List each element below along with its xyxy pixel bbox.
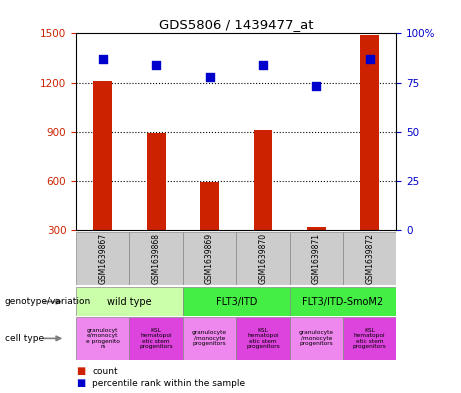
Text: GSM1639869: GSM1639869 <box>205 233 214 284</box>
Text: KSL
hematopoi
etic stem
progenitors: KSL hematopoi etic stem progenitors <box>353 328 387 349</box>
Bar <box>361 35 379 230</box>
Bar <box>254 130 272 230</box>
Text: GSM1639871: GSM1639871 <box>312 233 321 284</box>
Bar <box>290 287 396 316</box>
Point <box>206 73 213 80</box>
Text: genotype/variation: genotype/variation <box>5 297 91 306</box>
Text: count: count <box>92 367 118 376</box>
Bar <box>200 182 219 230</box>
Bar <box>290 317 343 360</box>
Bar <box>236 232 290 285</box>
Text: GSM1639868: GSM1639868 <box>152 233 161 284</box>
Bar <box>94 81 112 230</box>
Bar <box>147 133 165 230</box>
Point <box>99 56 106 62</box>
Text: granulocyt
e/monocyt
e progenito
rs: granulocyt e/monocyt e progenito rs <box>86 328 120 349</box>
Bar <box>290 232 343 285</box>
Bar <box>183 232 236 285</box>
Text: ■: ■ <box>76 366 85 376</box>
Title: GDS5806 / 1439477_at: GDS5806 / 1439477_at <box>159 18 313 31</box>
Point <box>366 56 373 62</box>
Text: FLT3/ITD: FLT3/ITD <box>216 297 257 307</box>
Text: FLT3/ITD-SmoM2: FLT3/ITD-SmoM2 <box>302 297 384 307</box>
Bar <box>183 317 236 360</box>
Bar <box>76 232 130 285</box>
Bar <box>343 317 396 360</box>
Bar <box>236 317 290 360</box>
Text: ■: ■ <box>76 378 85 388</box>
Bar <box>343 232 396 285</box>
Text: GSM1639872: GSM1639872 <box>365 233 374 284</box>
Text: granulocyte
/monocyte
progenitors: granulocyte /monocyte progenitors <box>192 331 227 346</box>
Bar <box>130 317 183 360</box>
Point <box>313 83 320 90</box>
Point <box>259 62 266 68</box>
Point <box>153 62 160 68</box>
Text: percentile rank within the sample: percentile rank within the sample <box>92 379 245 387</box>
Bar <box>76 287 183 316</box>
Text: GSM1639867: GSM1639867 <box>98 233 107 284</box>
Bar <box>183 287 290 316</box>
Bar <box>307 228 326 230</box>
Text: KSL
hematopoi
etic stem
progenitors: KSL hematopoi etic stem progenitors <box>246 328 280 349</box>
Text: KSL
hematopoi
etic stem
progenitors: KSL hematopoi etic stem progenitors <box>139 328 173 349</box>
Bar <box>76 317 130 360</box>
Text: granulocyte
/monocyte
progenitors: granulocyte /monocyte progenitors <box>299 331 334 346</box>
Text: GSM1639870: GSM1639870 <box>259 233 267 284</box>
Bar <box>130 232 183 285</box>
Text: cell type: cell type <box>5 334 44 343</box>
Text: wild type: wild type <box>107 297 152 307</box>
